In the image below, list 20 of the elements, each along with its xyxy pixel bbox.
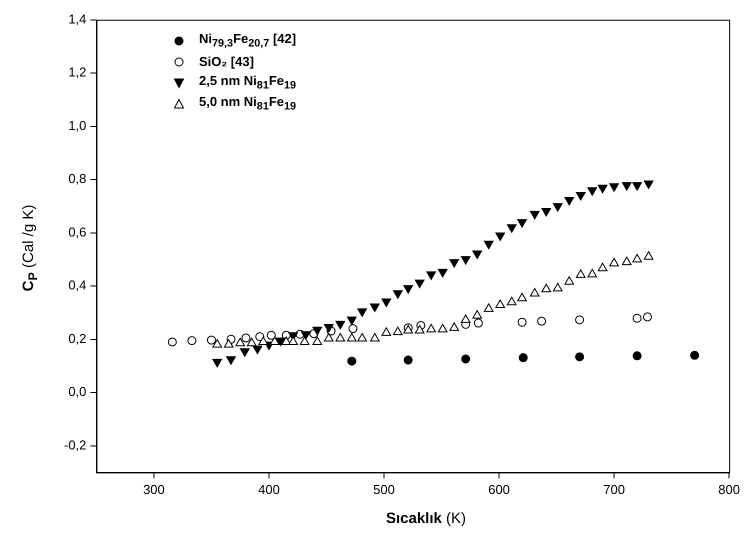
x-tick-label: 600	[488, 482, 510, 497]
y-tick-label: 0,6	[68, 224, 86, 240]
x-tick-label: 700	[603, 482, 625, 497]
legend-label: 2,5 nm Ni$_{81}$Fe$_{19}$	[199, 73, 296, 92]
y-tick-label: 0,0	[68, 384, 86, 400]
x-tick-label: 400	[258, 482, 280, 497]
y-tick-label: -0,2	[64, 437, 86, 452]
x-axis-title: Sıcaklık (K)	[384, 510, 468, 527]
legend-label: 5,0 nm Ni$_{81}$Fe$_{19}$	[199, 94, 296, 113]
y-tick-label: 1,4	[68, 11, 86, 26]
x-tick-label: 500	[373, 482, 395, 497]
x-tick-label: 300	[143, 482, 165, 497]
x-tick-label: 800	[718, 482, 740, 497]
y-tick-label: 0,8	[68, 171, 86, 186]
y-tick-label: 0,4	[68, 278, 86, 293]
legend-label: Ni$_{79,3}$Fe$_{20,7}$ [42]	[199, 31, 296, 50]
y-tick-label: 1,2	[68, 64, 86, 80]
y-tick-label: 1,0	[68, 118, 86, 133]
y-tick-label: 0,2	[68, 330, 86, 346]
legend-label: SiO₂ [43]	[199, 54, 254, 69]
